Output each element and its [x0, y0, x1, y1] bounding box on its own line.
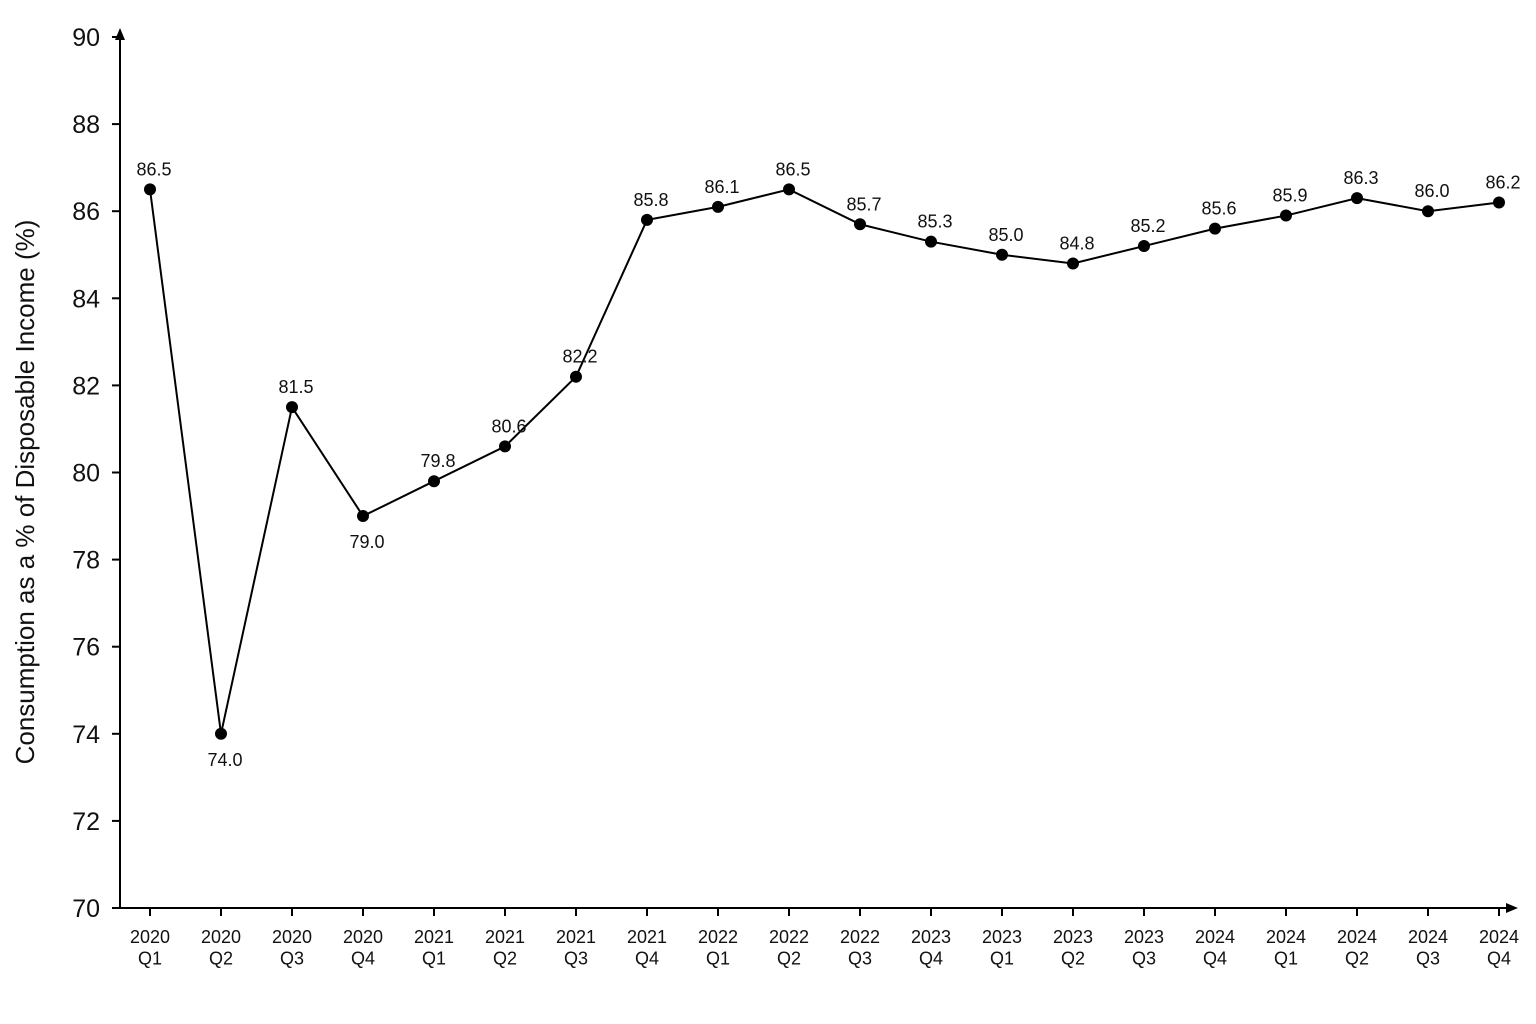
point [357, 510, 369, 523]
x-tick-label: 2021 Q3 [556, 927, 596, 969]
data-label: 86.3 [1343, 168, 1378, 188]
x-tick-label: 2020 Q2 [201, 927, 241, 969]
y-tick-label: 78 [72, 547, 100, 575]
point [641, 213, 653, 226]
y-axis-label: Consumption as a % of Disposable Income … [10, 220, 40, 765]
x-tick-label: 2024 Q1 [1266, 927, 1306, 969]
y-tick-label: 82 [72, 372, 100, 400]
x-tick-label: 2020 Q1 [130, 927, 170, 969]
data-label: 86.1 [704, 177, 739, 197]
point [1493, 196, 1505, 209]
x-tick-label: 2022 Q1 [698, 927, 738, 969]
y-tick-label: 76 [72, 634, 100, 662]
x-tick-label: 2022 Q2 [769, 927, 809, 969]
y-axis-arrow [115, 28, 125, 40]
data-label: 85.0 [988, 225, 1023, 245]
data-label: 85.8 [633, 190, 668, 210]
data-label: 86.5 [775, 159, 810, 179]
y-tick-label: 70 [72, 895, 100, 923]
x-tick-label: 2024 Q2 [1337, 927, 1377, 969]
point [783, 183, 795, 196]
point [428, 475, 440, 488]
point [570, 370, 582, 383]
data-label: 85.9 [1272, 186, 1307, 206]
x-tick-label: 2023 Q1 [982, 927, 1022, 969]
y-tick-label: 86 [72, 198, 100, 226]
data-label: 85.3 [917, 212, 952, 232]
x-tick-label: 2023 Q4 [911, 927, 951, 969]
x-tick-label: 2023 Q3 [1124, 927, 1164, 969]
point [1280, 209, 1292, 222]
x-axis-arrow [1506, 903, 1518, 913]
x-tick-label: 2024 Q4 [1479, 927, 1519, 969]
data-label: 79.8 [420, 451, 455, 471]
y-tick-label: 72 [72, 808, 100, 836]
x-tick-label: 2021 Q1 [414, 927, 454, 969]
y-tick-label: 90 [72, 24, 100, 52]
x-tick-label: 2024 Q3 [1408, 927, 1448, 969]
x-tick-label: 2023 Q2 [1053, 927, 1093, 969]
x-tick-label: 2020 Q3 [272, 927, 312, 969]
x-tick-label: 2021 Q2 [485, 927, 525, 969]
data-label: 84.8 [1059, 233, 1094, 253]
point [144, 183, 156, 196]
point [215, 727, 227, 740]
x-tick-label: 2022 Q3 [840, 927, 880, 969]
data-label: 86.2 [1485, 172, 1520, 192]
y-tick-label: 74 [72, 721, 100, 749]
point [1422, 205, 1434, 218]
point [499, 440, 511, 453]
point [286, 401, 298, 414]
point [1067, 257, 1079, 270]
point [925, 235, 937, 248]
line [149, 188, 1500, 735]
point [854, 218, 866, 231]
data-label: 80.6 [491, 416, 526, 436]
data-label: 85.7 [846, 194, 881, 214]
y-tick-label: 80 [72, 460, 100, 488]
data-label: 79.0 [349, 532, 384, 552]
x-tick-label: 2020 Q4 [343, 927, 383, 969]
y-tick-label: 84 [72, 285, 100, 313]
point [1209, 222, 1221, 235]
data-label: 85.2 [1130, 216, 1165, 236]
point [1351, 192, 1363, 205]
x-tick-label: 2021 Q4 [627, 927, 667, 969]
data-label: 85.6 [1201, 199, 1236, 219]
point [996, 248, 1008, 261]
data-label: 86.5 [136, 159, 171, 179]
point [1138, 240, 1150, 253]
point [712, 200, 724, 213]
data-label: 74.0 [207, 750, 242, 770]
x-tick-label: 2024 Q4 [1195, 927, 1235, 969]
y-tick-label: 88 [72, 111, 100, 139]
data-label: 86.0 [1414, 181, 1449, 201]
data-label: 82.2 [562, 347, 597, 367]
data-label: 81.5 [278, 377, 313, 397]
